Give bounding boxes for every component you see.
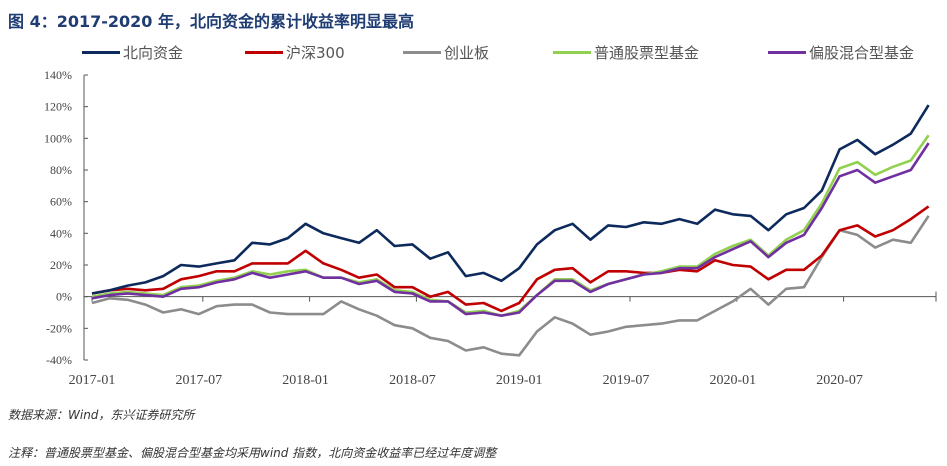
y-tick-label: -40%	[46, 353, 72, 367]
y-tick-label: -20%	[46, 321, 72, 335]
legend-swatch	[553, 51, 591, 54]
series-line-2	[91, 215, 930, 357]
x-tick-label: 2020-07	[816, 373, 863, 388]
y-tick-label: 20%	[50, 258, 72, 272]
series-line-0	[91, 104, 930, 295]
series-line-3	[91, 134, 930, 318]
line-chart: -40% -20% 0% 20% 40% 60% 80% 100% 120% 140% 2017-0…	[44, 68, 937, 388]
y-tick-label: 140%	[44, 68, 72, 82]
legend-swatch	[768, 51, 806, 54]
x-tick-label: 2018-01	[282, 373, 329, 388]
series-line-4	[91, 142, 930, 318]
y-tick-label: 100%	[44, 131, 72, 145]
legend-label: 创业板	[444, 44, 490, 62]
footnote: 注释：普通股票型基金、偏股混合型基金均采用wind 指数，北向资金收益率已经过年…	[8, 446, 497, 460]
legend-item-chinext: 创业板	[403, 42, 489, 63]
chart-title: 图 4：2017-2020 年，北向资金的累计收益率明显最高	[8, 12, 414, 31]
y-tick-label: 120%	[44, 100, 72, 114]
legend-swatch	[245, 51, 283, 54]
legend-swatch	[82, 51, 120, 54]
legend-item-mixed-fund: 偏股混合型基金	[768, 42, 914, 63]
x-tick-label: 2017-07	[175, 373, 222, 388]
legend-swatch	[403, 51, 441, 54]
x-tick-label: 2020-01	[709, 373, 756, 388]
legend-item-northbound: 北向资金	[82, 42, 183, 63]
y-tick-label: 40%	[50, 226, 72, 240]
legend-label: 沪深300	[286, 44, 345, 62]
legend-label: 偏股混合型基金	[809, 44, 915, 62]
legend-label: 普通股票型基金	[594, 44, 700, 62]
x-tick-label: 2018-07	[389, 373, 436, 388]
x-tick-label: 2019-07	[603, 373, 650, 388]
y-tick-label: 60%	[50, 195, 72, 209]
x-tick-label: 2017-01	[69, 373, 116, 388]
y-tick-label: 0%	[56, 290, 72, 304]
series-line-1	[91, 205, 930, 313]
y-tick-label: 80%	[50, 163, 72, 177]
legend-item-stock-fund: 普通股票型基金	[553, 42, 699, 63]
legend-item-hs300: 沪深300	[245, 42, 345, 63]
legend-label: 北向资金	[123, 44, 184, 62]
x-tick-label: 2019-01	[496, 373, 543, 388]
source-note: 数据来源：Wind，东兴证券研究所	[8, 408, 195, 422]
legend: 北向资金 沪深300 创业板 普通股票型基金 偏股混合型基金	[0, 42, 947, 68]
